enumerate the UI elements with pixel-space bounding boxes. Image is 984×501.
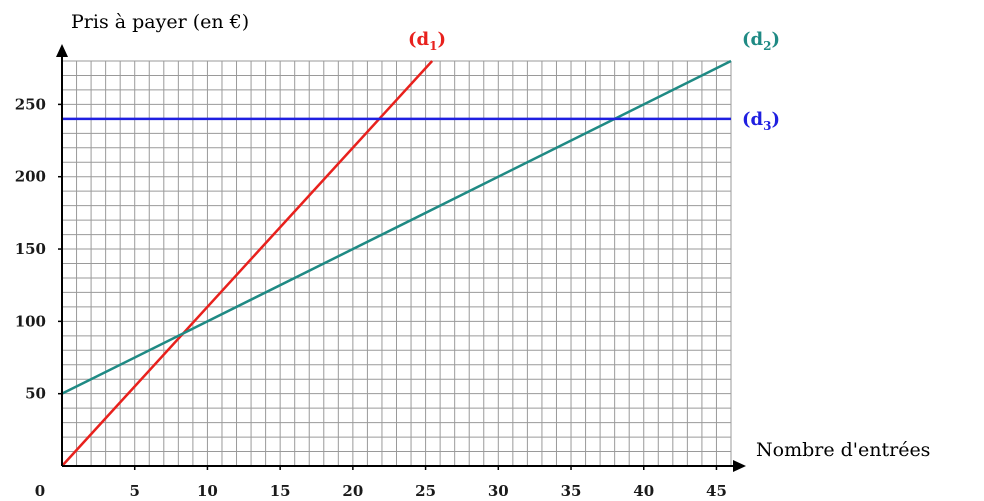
x-tick-label: 30 (488, 482, 509, 500)
ticks: 5 10 15 20 25 30 35 40 45 50 100 150 200 250 (15, 95, 727, 500)
x-tick-label: 45 (706, 482, 727, 500)
series-label-d3-close: ) (771, 109, 780, 130)
x-tick-label: 40 (633, 482, 654, 500)
x-tick-label: 15 (270, 482, 291, 500)
y-tick-label: 150 (15, 240, 46, 258)
y-tick-label: 50 (25, 385, 46, 403)
series-line-d1 (61, 60, 434, 467)
series-label-d1-sub: 1 (429, 39, 437, 53)
series-label-d3-main: (d (742, 109, 764, 130)
y-axis-title: Pris à payer (en €) (71, 11, 249, 33)
series-line-d2 (61, 59, 732, 395)
x-tick-label: 10 (197, 482, 218, 500)
y-tick-label: 200 (15, 168, 46, 186)
x-tick-label: 5 (129, 482, 139, 500)
series-label-d1: (d1) (408, 29, 446, 53)
series-label-d1-close: ) (437, 29, 446, 50)
series-lines (61, 59, 732, 467)
series-label-d3: (d3) (742, 109, 780, 133)
axes (56, 44, 746, 472)
grid (62, 60, 732, 466)
x-tick-label: 20 (342, 482, 363, 500)
origin-label: 0 (35, 482, 45, 500)
x-tick-label: 35 (561, 482, 582, 500)
x-axis-title: Nombre d'entrées (756, 439, 930, 461)
series-label-d2-main: (d (742, 29, 764, 50)
y-axis-arrow (56, 44, 68, 57)
series-label-d2-sub: 2 (763, 39, 771, 53)
series-label-d3-sub: 3 (763, 119, 771, 133)
y-tick-label: 100 (15, 312, 46, 330)
x-tick-label: 25 (415, 482, 436, 500)
y-tick-label: 250 (15, 95, 46, 113)
series-label-d1-main: (d (408, 29, 430, 50)
x-axis-arrow (733, 460, 746, 472)
series-label-d2: (d2) (742, 29, 780, 53)
series-label-d2-close: ) (771, 29, 780, 50)
